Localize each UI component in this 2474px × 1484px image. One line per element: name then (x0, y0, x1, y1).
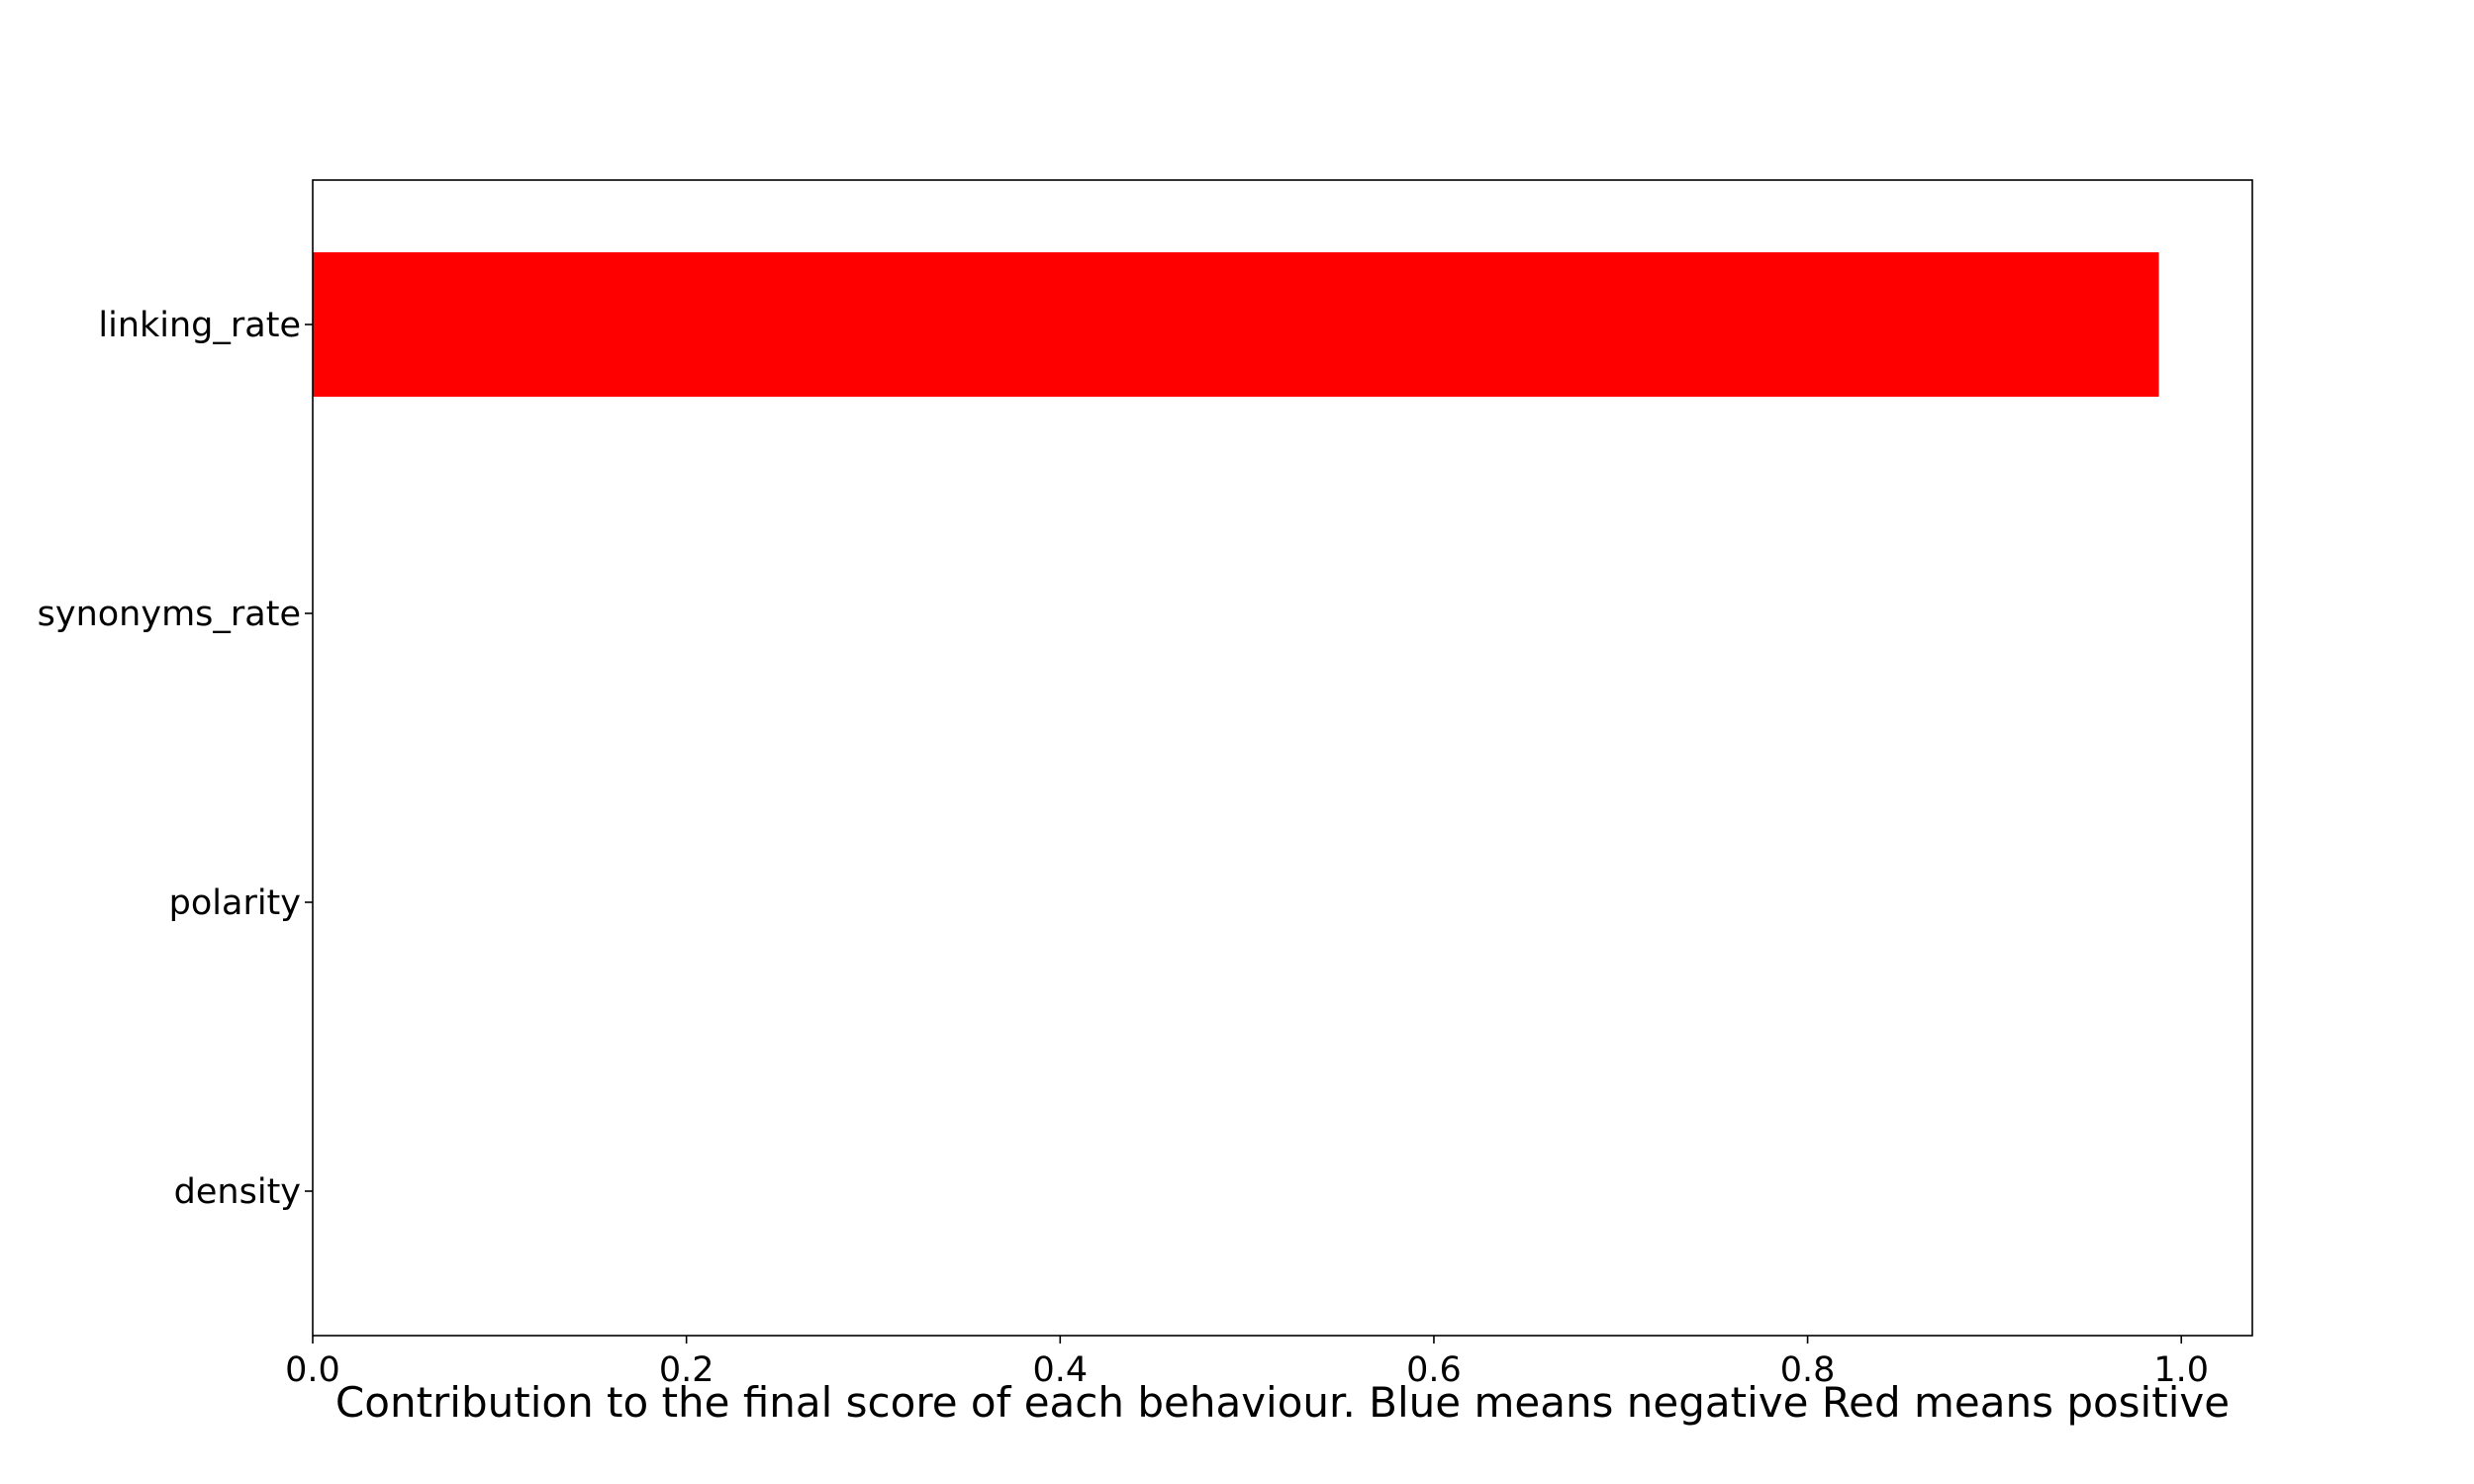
bar-linking-rate (313, 252, 2159, 397)
bars-layer (313, 252, 2159, 397)
x-axis-label: Contribution to the final score of each … (335, 1378, 2230, 1427)
x-tick-label: 0.6 (1406, 1350, 1462, 1390)
x-tick-label: 0.4 (1032, 1350, 1088, 1390)
x-axis-ticks: 0.0 0.2 0.4 0.6 0.8 1.0 (285, 1336, 2209, 1390)
y-axis-ticks: linking_rate synonyms_rate polarity density (38, 306, 313, 1212)
x-tick-label: 0.2 (659, 1350, 714, 1390)
y-tick-label: synonyms_rate (38, 595, 301, 634)
x-tick-label: 0.0 (285, 1350, 340, 1390)
y-tick-label: density (174, 1172, 301, 1212)
y-tick-label: linking_rate (98, 306, 301, 345)
plot-frame (312, 179, 2253, 1337)
x-tick-label: 0.8 (1780, 1350, 1836, 1390)
y-tick-label: polarity (169, 883, 301, 923)
x-tick-label: 1.0 (2153, 1350, 2209, 1390)
